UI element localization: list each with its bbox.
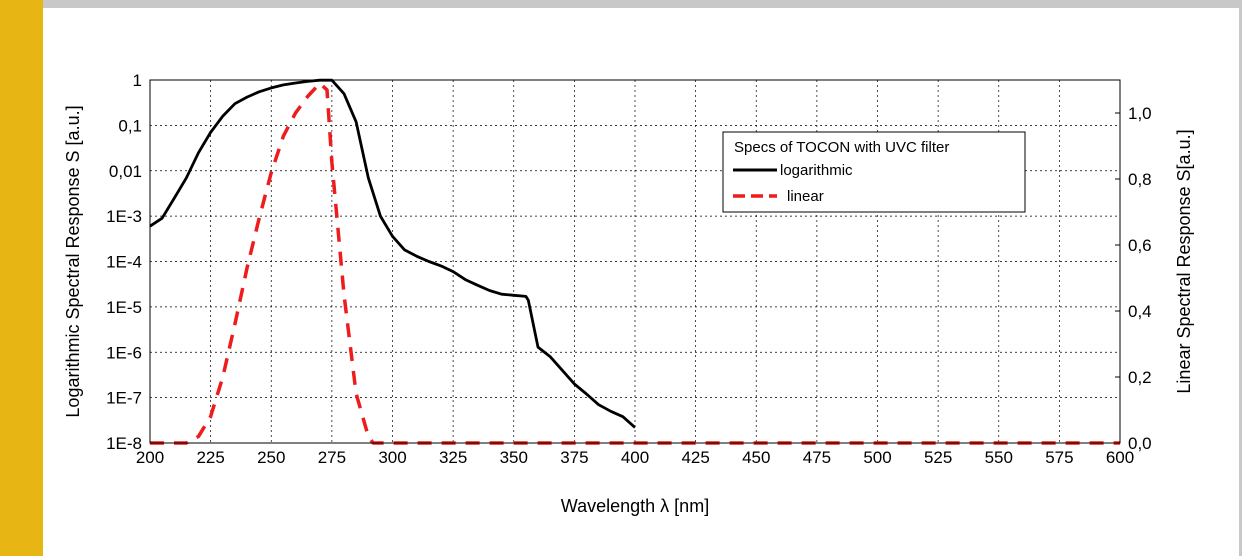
x-tick-label: 475 <box>803 448 831 467</box>
x-tick-label: 200 <box>136 448 164 467</box>
y-right-tick-label: 0,0 <box>1128 434 1152 453</box>
y-left-tick-label: 1E-3 <box>106 207 142 226</box>
right-rule <box>1239 8 1242 556</box>
y-left-tick-label: 1E-7 <box>106 389 142 408</box>
y-right-tick-label: 0,8 <box>1128 170 1152 189</box>
y-right-tick-label: 0,4 <box>1128 302 1152 321</box>
top-rule <box>43 0 1242 8</box>
x-tick-label: 225 <box>196 448 224 467</box>
x-tick-label: 275 <box>318 448 346 467</box>
legend-box <box>722 131 1026 213</box>
x-tick-label: 525 <box>924 448 952 467</box>
y-right-tick-label: 0,2 <box>1128 368 1152 387</box>
x-tick-label: 575 <box>1045 448 1073 467</box>
x-tick-label: 350 <box>500 448 528 467</box>
x-axis-title: Wavelength λ [nm] <box>561 496 709 516</box>
y-left-tick-label: 1E-5 <box>106 298 142 317</box>
tick-labels: 200 225 250 275 300 325 350 375 400 425 450 475 500 5… <box>106 71 1152 467</box>
series-line-logarithmic <box>149 78 636 429</box>
x-tick-label: 500 <box>863 448 891 467</box>
x-tick-label: 600 <box>1106 448 1134 467</box>
legend-label-linear: linear <box>787 188 824 205</box>
x-tick-label: 250 <box>257 448 285 467</box>
y-left-tick-label: 0,1 <box>118 116 142 135</box>
x-tick-label: 375 <box>560 448 588 467</box>
y-right-axis-title: Linear Spectral Response S[a.u.] <box>1174 129 1194 393</box>
x-tick-label: 400 <box>621 448 649 467</box>
x-tick-label: 550 <box>985 448 1013 467</box>
y-left-tick-label: 0,01 <box>109 162 142 181</box>
y-left-tick-label: 1E-6 <box>106 343 142 362</box>
legend: Specs of TOCON with UVC filter logarithm… <box>722 131 1026 213</box>
y-left-tick-label: 1E-8 <box>106 434 142 453</box>
x-tick-label: 450 <box>742 448 770 467</box>
x-tick-label: 425 <box>681 448 709 467</box>
y-right-tick-label: 1,0 <box>1128 104 1152 123</box>
y-left-axis-title: Logarithmic Spectral Response S [a.u.] <box>63 105 83 417</box>
y-left-tick-label: 1E-4 <box>106 253 142 272</box>
y-right-tick-label: 0,6 <box>1128 236 1152 255</box>
y-left-tick-label: 1 <box>133 71 142 90</box>
legend-label-logarithmic: logarithmic <box>780 162 853 179</box>
accent-bar <box>0 0 43 556</box>
plot-frame <box>149 79 1121 444</box>
x-tick-label: 325 <box>439 448 467 467</box>
legend-title: Specs of TOCON with UVC filter <box>734 139 949 156</box>
x-tick-label: 300 <box>378 448 406 467</box>
